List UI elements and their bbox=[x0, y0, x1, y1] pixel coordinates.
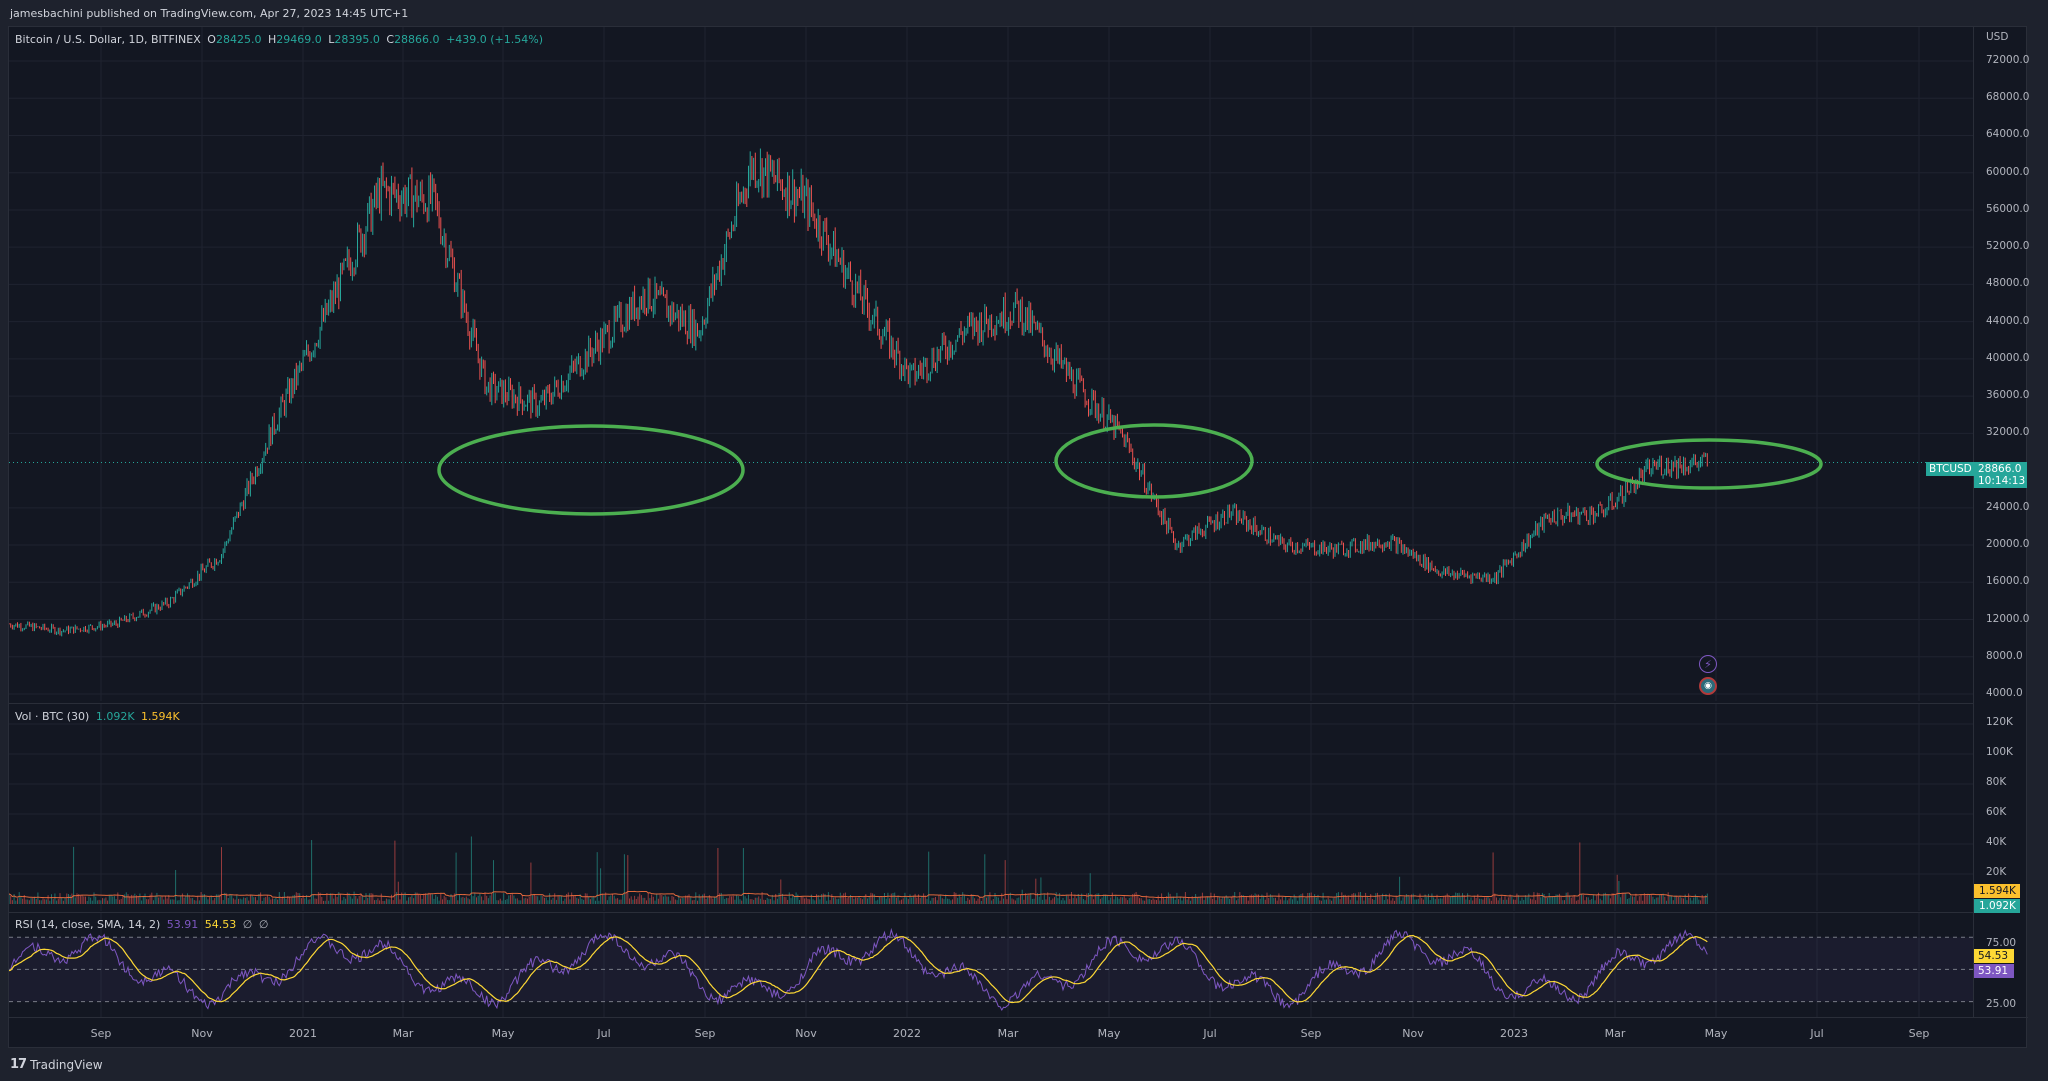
time-tick: Jul bbox=[1203, 1027, 1217, 1040]
price-axis[interactable]: USD 28866.0 10:14:13 1.594K 1.092K 54.53… bbox=[1973, 27, 2030, 1017]
time-tick: Mar bbox=[997, 1027, 1019, 1040]
publisher-line: jamesbachini published on TradingView.co… bbox=[10, 7, 409, 20]
rsi-extra-2: ∅ bbox=[258, 918, 269, 931]
time-tick: Sep bbox=[694, 1027, 716, 1040]
rsi-ma-value: 54.53 bbox=[204, 918, 237, 931]
volume-ma-value: 1.594K bbox=[141, 710, 180, 723]
time-axis[interactable]: Sep Nov 2021 Mar May Jul Sep Nov 2022 Mar May Jul Se… bbox=[9, 1017, 2028, 1049]
rsi-pane[interactable]: RSI (14, close, SMA, 14, 2) 53.91 54.53 … bbox=[9, 912, 1973, 1018]
price-tick: 4000.0 bbox=[1986, 687, 2023, 699]
price-tick: 60000.0 bbox=[1986, 165, 2030, 178]
price-tick: 12000.0 bbox=[1986, 612, 2030, 625]
symbol-legend: Bitcoin / U.S. Dollar, 1D, BITFINEX O284… bbox=[15, 33, 546, 46]
price-tick: 8000.0 bbox=[1986, 649, 2023, 662]
volume-ma-badge: 1.594K bbox=[1974, 884, 2020, 898]
volume-badge: 1.092K bbox=[1974, 899, 2020, 913]
symbol-title: Bitcoin / U.S. Dollar, 1D, BITFINEX bbox=[15, 33, 201, 46]
price-chart[interactable] bbox=[9, 27, 1973, 701]
chart-frame[interactable]: Bitcoin / U.S. Dollar, 1D, BITFINEX O284… bbox=[8, 26, 2030, 1049]
volume-legend: Vol · BTC (30) 1.092K 1.594K bbox=[15, 710, 183, 723]
currency-label: USD bbox=[1986, 31, 2009, 43]
time-tick: Jul bbox=[1810, 1027, 1824, 1040]
rsi-tick: 75.00 bbox=[1986, 937, 2017, 949]
time-tick: Nov bbox=[1402, 1027, 1424, 1040]
volume-chart[interactable] bbox=[9, 704, 1973, 911]
price-tick: 44000.0 bbox=[1986, 314, 2030, 327]
ohlc-open: O28425.0 bbox=[207, 33, 262, 46]
time-tick: Nov bbox=[795, 1027, 817, 1040]
price-tick: 52000.0 bbox=[1986, 240, 2030, 253]
price-tick: 64000.0 bbox=[1986, 128, 2030, 141]
rsi-badge: 53.91 bbox=[1974, 964, 2014, 978]
price-tick: 36000.0 bbox=[1986, 389, 2030, 402]
time-tick: 2022 bbox=[893, 1027, 921, 1040]
lightning-event-icon[interactable]: ⚡ bbox=[1699, 655, 1717, 673]
volume-pane[interactable]: Vol · BTC (30) 1.092K 1.594K bbox=[9, 703, 1973, 911]
time-tick: Sep bbox=[1908, 1027, 1930, 1040]
time-tick: Nov bbox=[191, 1027, 213, 1040]
rsi-legend: RSI (14, close, SMA, 14, 2) 53.91 54.53 … bbox=[15, 918, 271, 931]
volume-tick: 40K bbox=[1986, 836, 2007, 848]
price-tick: 16000.0 bbox=[1986, 575, 2030, 588]
time-tick: 2021 bbox=[289, 1027, 317, 1040]
rsi-tick: 25.00 bbox=[1986, 998, 2017, 1010]
time-tick: Sep bbox=[1300, 1027, 1322, 1040]
time-tick: Mar bbox=[1604, 1027, 1626, 1040]
volume-tick: 100K bbox=[1986, 746, 2013, 758]
price-tick: 56000.0 bbox=[1986, 202, 2030, 215]
price-pane[interactable]: Bitcoin / U.S. Dollar, 1D, BITFINEX O284… bbox=[9, 27, 1973, 701]
rsi-chart[interactable] bbox=[9, 913, 1973, 1018]
price-tick: 68000.0 bbox=[1986, 91, 2030, 104]
time-tick: May bbox=[1704, 1027, 1728, 1040]
last-price-badge: 28866.0 10:14:13 bbox=[1974, 462, 2027, 488]
volume-tick: 60K bbox=[1986, 806, 2007, 818]
ticker-badge: BTCUSD bbox=[1926, 462, 1975, 476]
price-tick: 40000.0 bbox=[1986, 351, 2030, 364]
volume-tick: 20K bbox=[1986, 866, 2007, 878]
brand-name: TradingView bbox=[30, 1057, 103, 1072]
ohlc-high: H29469.0 bbox=[267, 33, 322, 46]
price-tick: 72000.0 bbox=[1986, 54, 2030, 66]
time-tick: Sep bbox=[90, 1027, 112, 1040]
volume-tick: 80K bbox=[1986, 776, 2007, 788]
price-change: +439.0 (+1.54%) bbox=[446, 33, 544, 46]
annotation-ellipse bbox=[437, 424, 745, 516]
volume-value: 1.092K bbox=[95, 710, 135, 723]
volume-tick: 120K bbox=[1986, 716, 2013, 728]
last-price: 28866.0 bbox=[1978, 463, 2022, 475]
rsi-value: 53.91 bbox=[166, 918, 199, 931]
footer: 17 TradingView bbox=[10, 1057, 103, 1072]
rsi-extra-1: ∅ bbox=[242, 918, 253, 931]
volume-title: Vol · BTC (30) bbox=[15, 710, 90, 723]
price-tick: 20000.0 bbox=[1986, 538, 2030, 551]
rsi-ma-badge: 54.53 bbox=[1974, 949, 2014, 963]
time-tick: Jul bbox=[597, 1027, 611, 1040]
earnings-flag-icon[interactable]: ◉ bbox=[1699, 677, 1717, 695]
tradingview-logo-icon: 17 bbox=[10, 1057, 27, 1072]
rsi-title: RSI (14, close, SMA, 14, 2) bbox=[15, 918, 161, 931]
bar-countdown: 10:14:13 bbox=[1978, 475, 2026, 487]
annotation-ellipse bbox=[1054, 423, 1254, 499]
price-tick: 48000.0 bbox=[1986, 277, 2030, 290]
time-tick: Mar bbox=[392, 1027, 414, 1040]
ohlc-close: C28866.0 bbox=[386, 33, 440, 46]
ohlc-low: L28395.0 bbox=[328, 33, 380, 46]
time-tick: May bbox=[1097, 1027, 1121, 1040]
price-tick: 32000.0 bbox=[1986, 426, 2030, 439]
time-tick: 2023 bbox=[1500, 1027, 1528, 1040]
annotation-ellipse bbox=[1595, 438, 1823, 490]
time-tick: May bbox=[491, 1027, 515, 1040]
price-tick: 24000.0 bbox=[1986, 500, 2030, 513]
